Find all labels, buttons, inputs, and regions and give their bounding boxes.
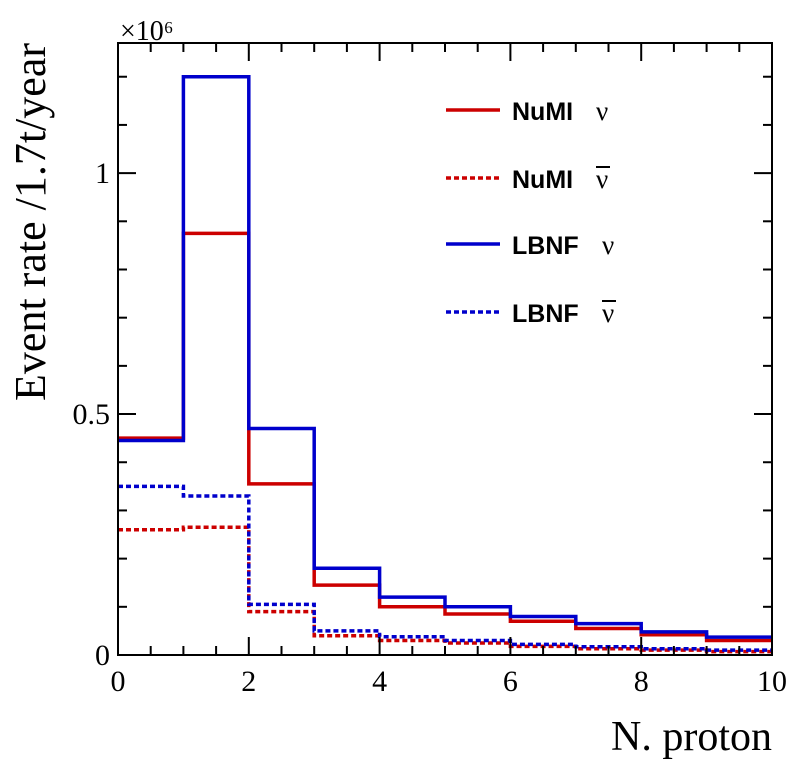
legend-symbol-1: ν [596, 96, 608, 126]
x-tick-label: 10 [757, 665, 787, 698]
legend: NuMI ν NuMI ν LBNF ν LBNF ν [446, 96, 616, 328]
legend-symbol-3: ν [602, 230, 614, 260]
y-tick-label: 1 [95, 157, 110, 190]
x-tick-label: 4 [372, 665, 387, 698]
y-axis-label: Event rate /1.7t/year [6, 43, 55, 401]
ticks-layer: 0 2 4 6 8 10 0 0.5 1 [73, 43, 787, 698]
y-multiplier-label: ×10⁶ [120, 16, 174, 47]
legend-symbol-4: ν [602, 298, 614, 328]
legend-label-2: NuMI [512, 166, 573, 194]
legend-label-4: LBNF [512, 300, 579, 328]
legend-label-3: LBNF [512, 232, 579, 260]
x-tick-label: 0 [111, 665, 126, 698]
legend-symbol-2: ν [596, 164, 608, 194]
y-tick-label: 0 [95, 639, 110, 672]
y-tick-label: 0.5 [73, 398, 111, 431]
x-axis-label: N. proton [611, 714, 772, 760]
series-line-3 [118, 74, 772, 639]
x-tick-label: 2 [241, 665, 256, 698]
x-tick-label: 6 [503, 665, 518, 698]
x-tick-label: 8 [634, 665, 649, 698]
legend-label-1: NuMI [512, 98, 573, 126]
